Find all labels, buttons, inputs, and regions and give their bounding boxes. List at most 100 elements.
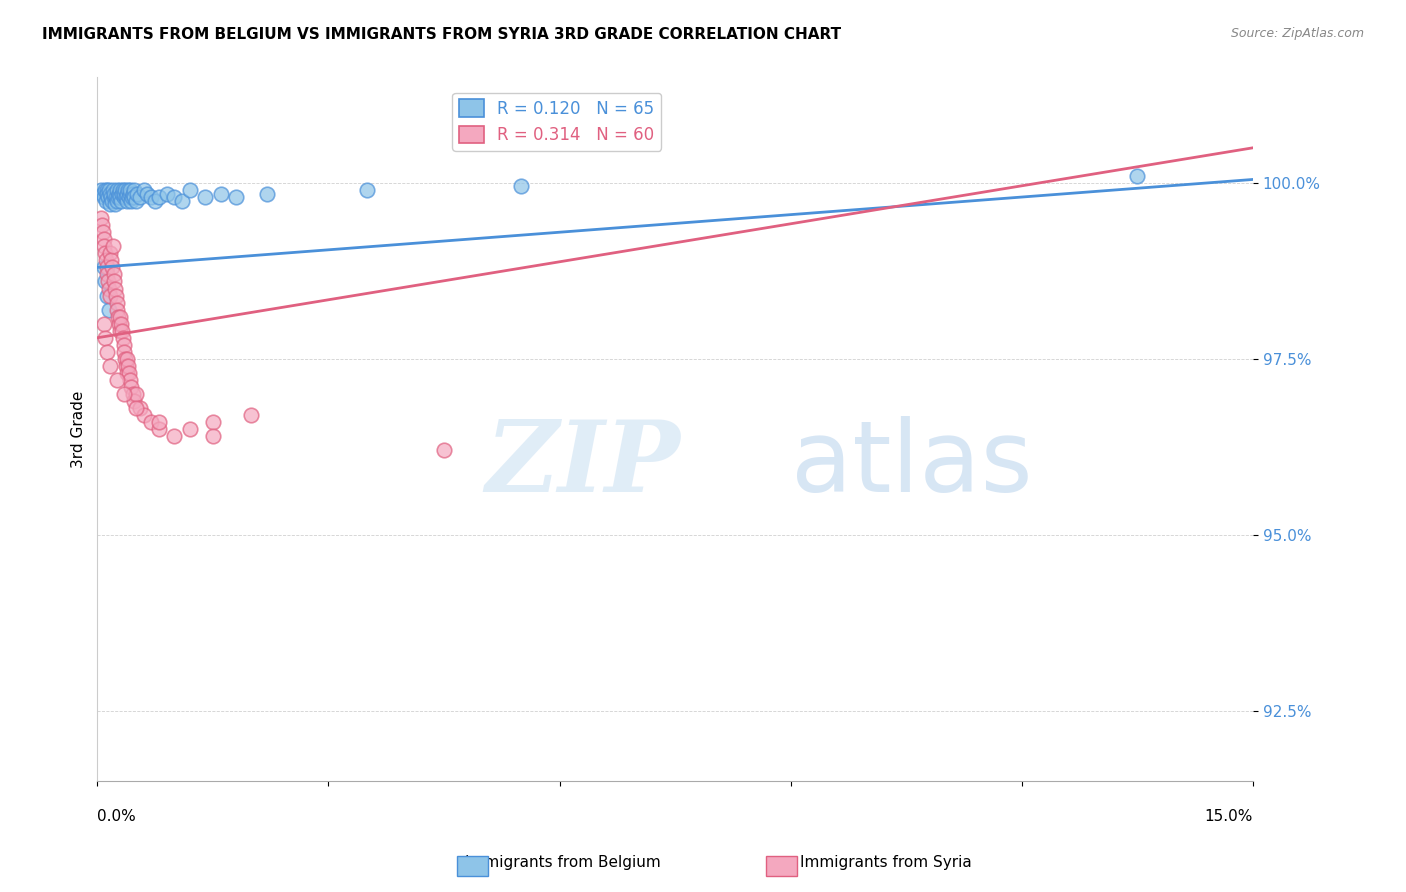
Text: Source: ZipAtlas.com: Source: ZipAtlas.com [1230,27,1364,40]
Point [112,338,135,352]
Point [103,268,125,282]
Point [94,253,117,268]
Point [141,190,163,204]
Point [148,415,170,429]
Point [201,415,224,429]
Point [132,408,155,422]
Point [104,197,127,211]
Point [101,194,124,208]
Point [118,190,141,204]
Point [96,183,118,197]
Point [111,186,134,201]
Point [100,359,122,373]
Point [97,281,120,295]
Point [93,232,115,246]
Point [91,186,114,201]
Point [93,260,115,275]
Legend: R = 0.120   N = 65, R = 0.314   N = 60: R = 0.120 N = 65, R = 0.314 N = 60 [453,93,661,151]
Point [114,351,136,366]
Point [1126,169,1149,183]
Point [98,288,121,302]
Point [97,183,120,197]
Point [143,194,166,208]
Point [256,186,278,201]
Point [124,394,146,409]
Point [112,190,135,204]
Point [97,190,120,204]
Point [101,183,124,197]
Point [120,380,142,394]
Point [112,344,135,359]
Point [125,401,148,416]
Point [107,190,129,204]
Point [163,190,186,204]
Point [105,183,128,197]
Point [112,186,135,201]
Point [108,186,131,201]
Point [194,190,217,204]
Point [100,190,122,204]
Point [128,190,150,204]
Point [118,186,141,201]
Point [104,190,127,204]
Point [132,183,155,197]
Point [127,186,149,201]
Point [240,408,263,422]
Point [101,260,124,275]
Point [98,197,121,211]
Point [96,268,118,282]
Point [105,295,128,310]
Point [91,225,114,239]
Point [94,331,117,345]
Point [115,366,138,380]
Point [114,183,136,197]
Point [121,190,143,204]
Point [96,260,118,275]
Point [111,331,134,345]
Point [93,317,115,331]
Point [105,373,128,387]
Point [125,194,148,208]
Point [148,190,170,204]
Point [94,183,117,197]
Text: 15.0%: 15.0% [1205,809,1253,824]
Point [179,422,201,436]
Point [111,324,134,338]
Point [201,429,224,443]
Point [108,324,131,338]
Point [103,186,125,201]
Point [163,429,186,443]
Point [91,218,114,232]
Point [121,387,143,401]
Point [100,246,122,260]
Point [179,183,201,197]
Point [117,186,139,201]
Point [115,359,138,373]
Point [104,281,127,295]
Point [117,183,139,197]
Point [120,194,142,208]
Point [356,183,378,197]
Point [141,415,163,429]
Point [105,302,128,317]
Point [96,288,118,302]
Point [90,183,112,197]
Point [104,288,127,302]
Point [110,310,132,324]
Text: atlas: atlas [790,416,1032,513]
Text: Immigrants from Syria: Immigrants from Syria [800,855,972,870]
Point [94,246,117,260]
Point [125,387,148,401]
Point [120,183,142,197]
Point [122,183,145,197]
Point [97,302,120,317]
Point [112,387,135,401]
Text: ZIP: ZIP [485,417,681,513]
Point [103,275,125,289]
Y-axis label: 3rd Grade: 3rd Grade [72,391,86,468]
Point [90,211,112,226]
Point [117,351,139,366]
Text: 0.0%: 0.0% [97,809,136,824]
Point [108,317,131,331]
Text: Immigrants from Belgium: Immigrants from Belgium [464,855,661,870]
